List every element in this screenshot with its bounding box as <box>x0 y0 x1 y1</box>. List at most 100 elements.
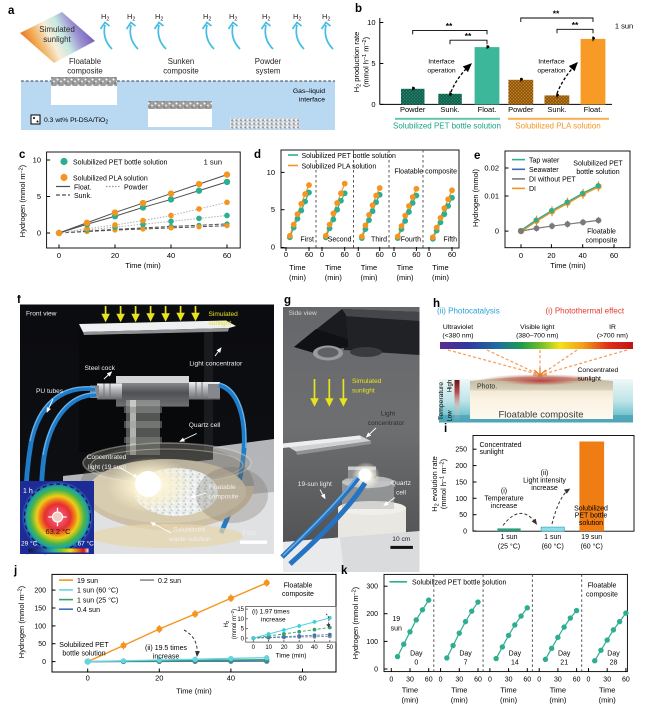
svg-text:(380–700 nm): (380–700 nm) <box>516 333 558 340</box>
svg-text:Time: Time <box>289 263 305 272</box>
svg-text:Day: Day <box>509 650 522 657</box>
svg-text:0: 0 <box>495 227 499 236</box>
svg-text:40: 40 <box>167 251 175 260</box>
svg-text:1 sun (60 °C): 1 sun (60 °C) <box>77 587 118 595</box>
svg-text:60: 60 <box>425 676 433 683</box>
svg-text:60: 60 <box>523 676 531 683</box>
svg-text:Solubilized PLA solution: Solubilized PLA solution <box>515 122 600 131</box>
svg-text:High: High <box>448 380 454 392</box>
svg-text:(>700 nm): (>700 nm) <box>597 333 628 340</box>
svg-text:5: 5 <box>37 192 41 201</box>
svg-text:f: f <box>17 295 21 306</box>
svg-text:20: 20 <box>111 251 119 260</box>
svg-text:increase: increase <box>153 654 180 661</box>
svg-text:Floatable: Floatable <box>69 57 101 66</box>
svg-text:10: 10 <box>237 617 244 623</box>
svg-text:2 cm: 2 cm <box>242 530 257 537</box>
svg-text:100: 100 <box>455 496 467 503</box>
svg-text:Front view: Front view <box>26 311 57 318</box>
svg-text:0: 0 <box>241 636 245 642</box>
svg-text:19 sun: 19 sun <box>77 578 98 585</box>
svg-text:Floatable composite: Floatable composite <box>498 410 583 421</box>
svg-text:150: 150 <box>455 480 467 487</box>
svg-text:(mmol h–1 m–2): (mmol h–1 m–2) <box>439 458 448 509</box>
svg-text:Gas–liquid: Gas–liquid <box>293 88 325 95</box>
svg-text:H2: H2 <box>262 12 270 23</box>
svg-text:0: 0 <box>414 660 418 667</box>
svg-text:(60 °C): (60 °C) <box>581 543 603 551</box>
svg-text:Sunken: Sunken <box>168 57 194 66</box>
svg-text:Powder: Powder <box>400 105 426 114</box>
svg-text:H2: H2 <box>229 12 237 23</box>
svg-text:50: 50 <box>326 645 333 651</box>
svg-text:system: system <box>256 67 281 76</box>
svg-text:19-sun light: 19-sun light <box>298 481 332 488</box>
svg-text:Side view: Side view <box>289 310 317 317</box>
svg-text:20: 20 <box>547 251 555 260</box>
svg-text:Solubilized PLA solution: Solubilized PLA solution <box>302 164 377 171</box>
svg-text:Time (min): Time (min) <box>276 653 307 660</box>
svg-text:Floatable: Floatable <box>209 484 236 491</box>
svg-text:21: 21 <box>560 660 568 667</box>
svg-text:0: 0 <box>463 529 467 536</box>
svg-text:**: ** <box>446 21 453 31</box>
svg-text:0.3 wt% Pt-DSA/TiO2: 0.3 wt% Pt-DSA/TiO2 <box>44 117 108 126</box>
svg-text:200: 200 <box>34 588 46 595</box>
svg-text:Solubilized PET bottle solutio: Solubilized PET bottle solution <box>73 160 168 167</box>
svg-text:19 sun: 19 sun <box>581 534 602 541</box>
svg-text:Simulated: Simulated <box>352 378 382 385</box>
svg-text:Tap water: Tap water <box>529 157 560 164</box>
svg-text:sunlight: sunlight <box>480 449 504 456</box>
svg-text:Light: Light <box>381 411 395 418</box>
svg-text:(min): (min) <box>599 695 617 704</box>
svg-text:H2: H2 <box>322 12 330 23</box>
svg-text:Time (min): Time (min) <box>176 686 212 695</box>
svg-text:bottle solution: bottle solution <box>576 169 619 176</box>
svg-text:60: 60 <box>298 674 306 683</box>
svg-text:Time: Time <box>402 686 418 695</box>
svg-text:(min): (min) <box>289 273 307 282</box>
svg-text:30: 30 <box>603 676 611 683</box>
svg-text:10: 10 <box>265 645 272 651</box>
svg-text:First: First <box>300 237 314 244</box>
svg-text:150: 150 <box>34 606 46 613</box>
svg-text:(60 °C): (60 °C) <box>542 543 564 551</box>
svg-text:60: 60 <box>412 250 420 259</box>
svg-text:Visible light: Visible light <box>520 324 554 331</box>
svg-text:7: 7 <box>464 660 468 667</box>
svg-text:Hydrogen (mmol m–2): Hydrogen (mmol m–2) <box>351 586 360 659</box>
svg-text:60: 60 <box>305 250 313 259</box>
svg-text:60: 60 <box>341 250 349 259</box>
svg-text:14: 14 <box>511 660 519 667</box>
svg-text:Ultraviolet: Ultraviolet <box>443 324 473 331</box>
svg-text:(min): (min) <box>432 273 450 282</box>
svg-text:sunlight: sunlight <box>43 35 71 44</box>
svg-text:operation: operation <box>427 68 456 75</box>
svg-text:Sunk.: Sunk. <box>440 105 459 114</box>
svg-text:Concentrated: Concentrated <box>578 367 619 374</box>
svg-text:Float.: Float. <box>584 105 603 114</box>
svg-text:Simulated: Simulated <box>39 25 75 34</box>
svg-text:(ii): (ii) <box>541 470 549 477</box>
svg-text:Solubilized PET: Solubilized PET <box>59 642 109 649</box>
svg-text:0: 0 <box>57 251 61 260</box>
svg-text:60: 60 <box>376 250 384 259</box>
svg-text:0: 0 <box>439 676 443 683</box>
svg-text:200: 200 <box>366 611 378 618</box>
svg-text:5: 5 <box>371 59 375 68</box>
svg-text:Powder: Powder <box>124 185 148 192</box>
svg-text:0: 0 <box>42 659 46 666</box>
svg-text:k: k <box>341 565 348 577</box>
svg-text:light (19 sun): light (19 sun) <box>88 464 126 471</box>
svg-text:Time: Time <box>500 686 516 695</box>
svg-text:Time: Time <box>397 263 413 272</box>
svg-text:(min): (min) <box>401 695 419 704</box>
svg-text:sunlight: sunlight <box>578 376 602 383</box>
svg-text:solution: solution <box>579 520 603 527</box>
svg-text:Solubilized PET: Solubilized PET <box>573 161 623 168</box>
svg-text:Solubilized PET bottle solutio: Solubilized PET bottle solution <box>302 153 397 160</box>
svg-text:1 sun: 1 sun <box>544 534 561 541</box>
svg-text:60: 60 <box>448 250 456 259</box>
svg-text:250: 250 <box>455 447 467 454</box>
svg-text:H2: H2 <box>224 620 230 627</box>
